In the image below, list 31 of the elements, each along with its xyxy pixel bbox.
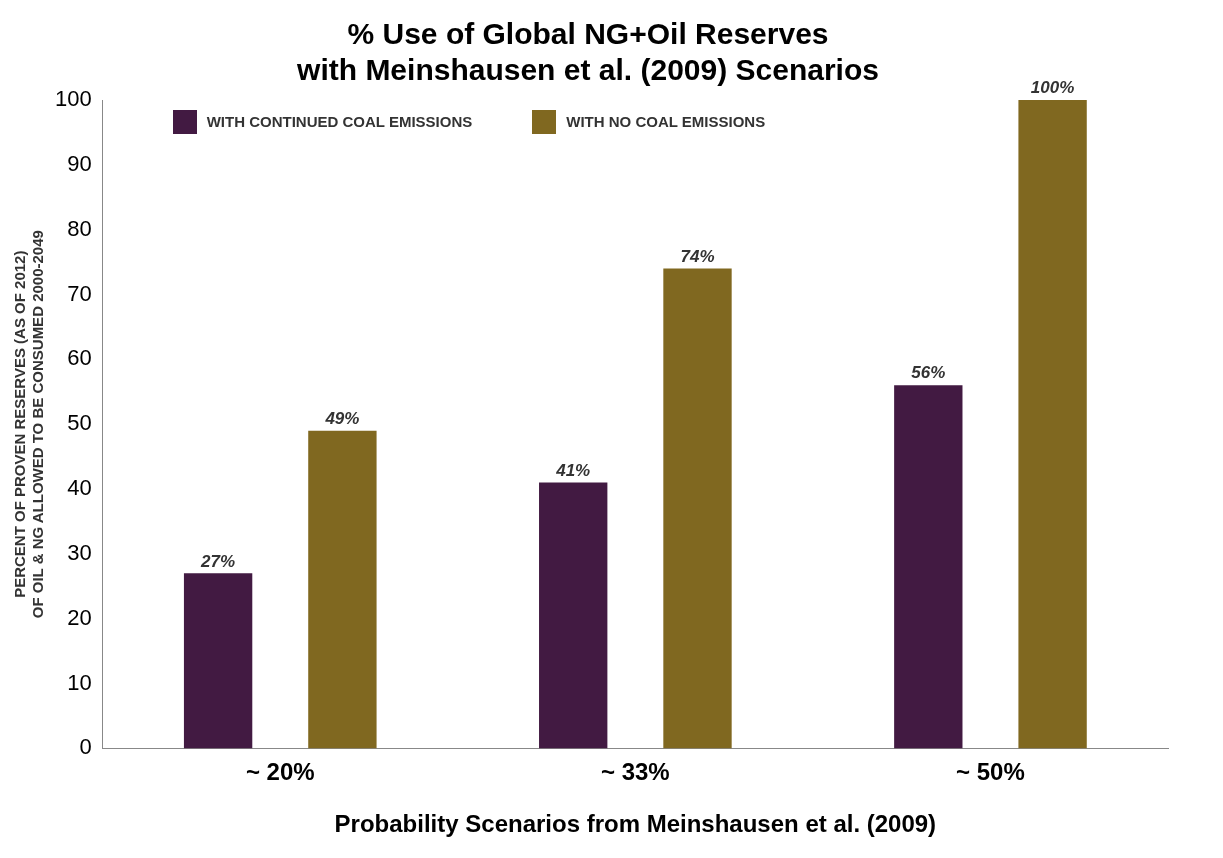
y-tick-label: 10: [67, 669, 92, 695]
bar: [308, 430, 377, 749]
data-label: 49%: [324, 408, 360, 428]
bar: [183, 573, 253, 749]
x-tick-label: ~ 50%: [956, 758, 1025, 786]
y-tick-label: 20: [67, 604, 92, 630]
y-tick-label: 90: [67, 150, 92, 176]
y-tick-label: 100: [54, 86, 92, 112]
bar: [539, 482, 608, 749]
data-label: 56%: [911, 363, 946, 383]
chart-title: % Use of Global NG+Oil Reserves with Meinshausen et al. (2009) Scenarios: [296, 17, 879, 87]
bar: [1018, 100, 1087, 749]
legend-label: WITH CONTINUED COAL EMISSIONS: [206, 112, 473, 132]
y-tick-label: 40: [67, 475, 92, 501]
y-tick-label: 50: [67, 410, 92, 436]
y-tick-label: 30: [67, 539, 92, 565]
bar: [894, 385, 963, 749]
x-axis-title: Probability Scenarios from Meinshausen et al. (2009): [334, 810, 937, 838]
x-tick-label: ~ 20%: [245, 758, 315, 786]
data-label: 74%: [680, 246, 715, 266]
bar: [663, 268, 732, 749]
y-tick-label: 70: [67, 280, 92, 306]
data-label: 100%: [1030, 78, 1075, 98]
y-tick-label: 80: [67, 215, 92, 241]
data-label: 41%: [555, 460, 591, 480]
data-label: 27%: [200, 551, 236, 571]
legend-label: WITH NO COAL EMISSIONS: [566, 112, 766, 132]
y-tick-label: 0: [79, 734, 92, 760]
y-tick-label: 60: [67, 345, 92, 371]
x-tick-label: ~ 33%: [600, 758, 670, 786]
y-axis-title: PERCENT OF PROVEN RESERVES (AS OF 2012) OF OIL & NG ALLOWED TO BE CONSUMED 2000-2049: [11, 230, 47, 619]
